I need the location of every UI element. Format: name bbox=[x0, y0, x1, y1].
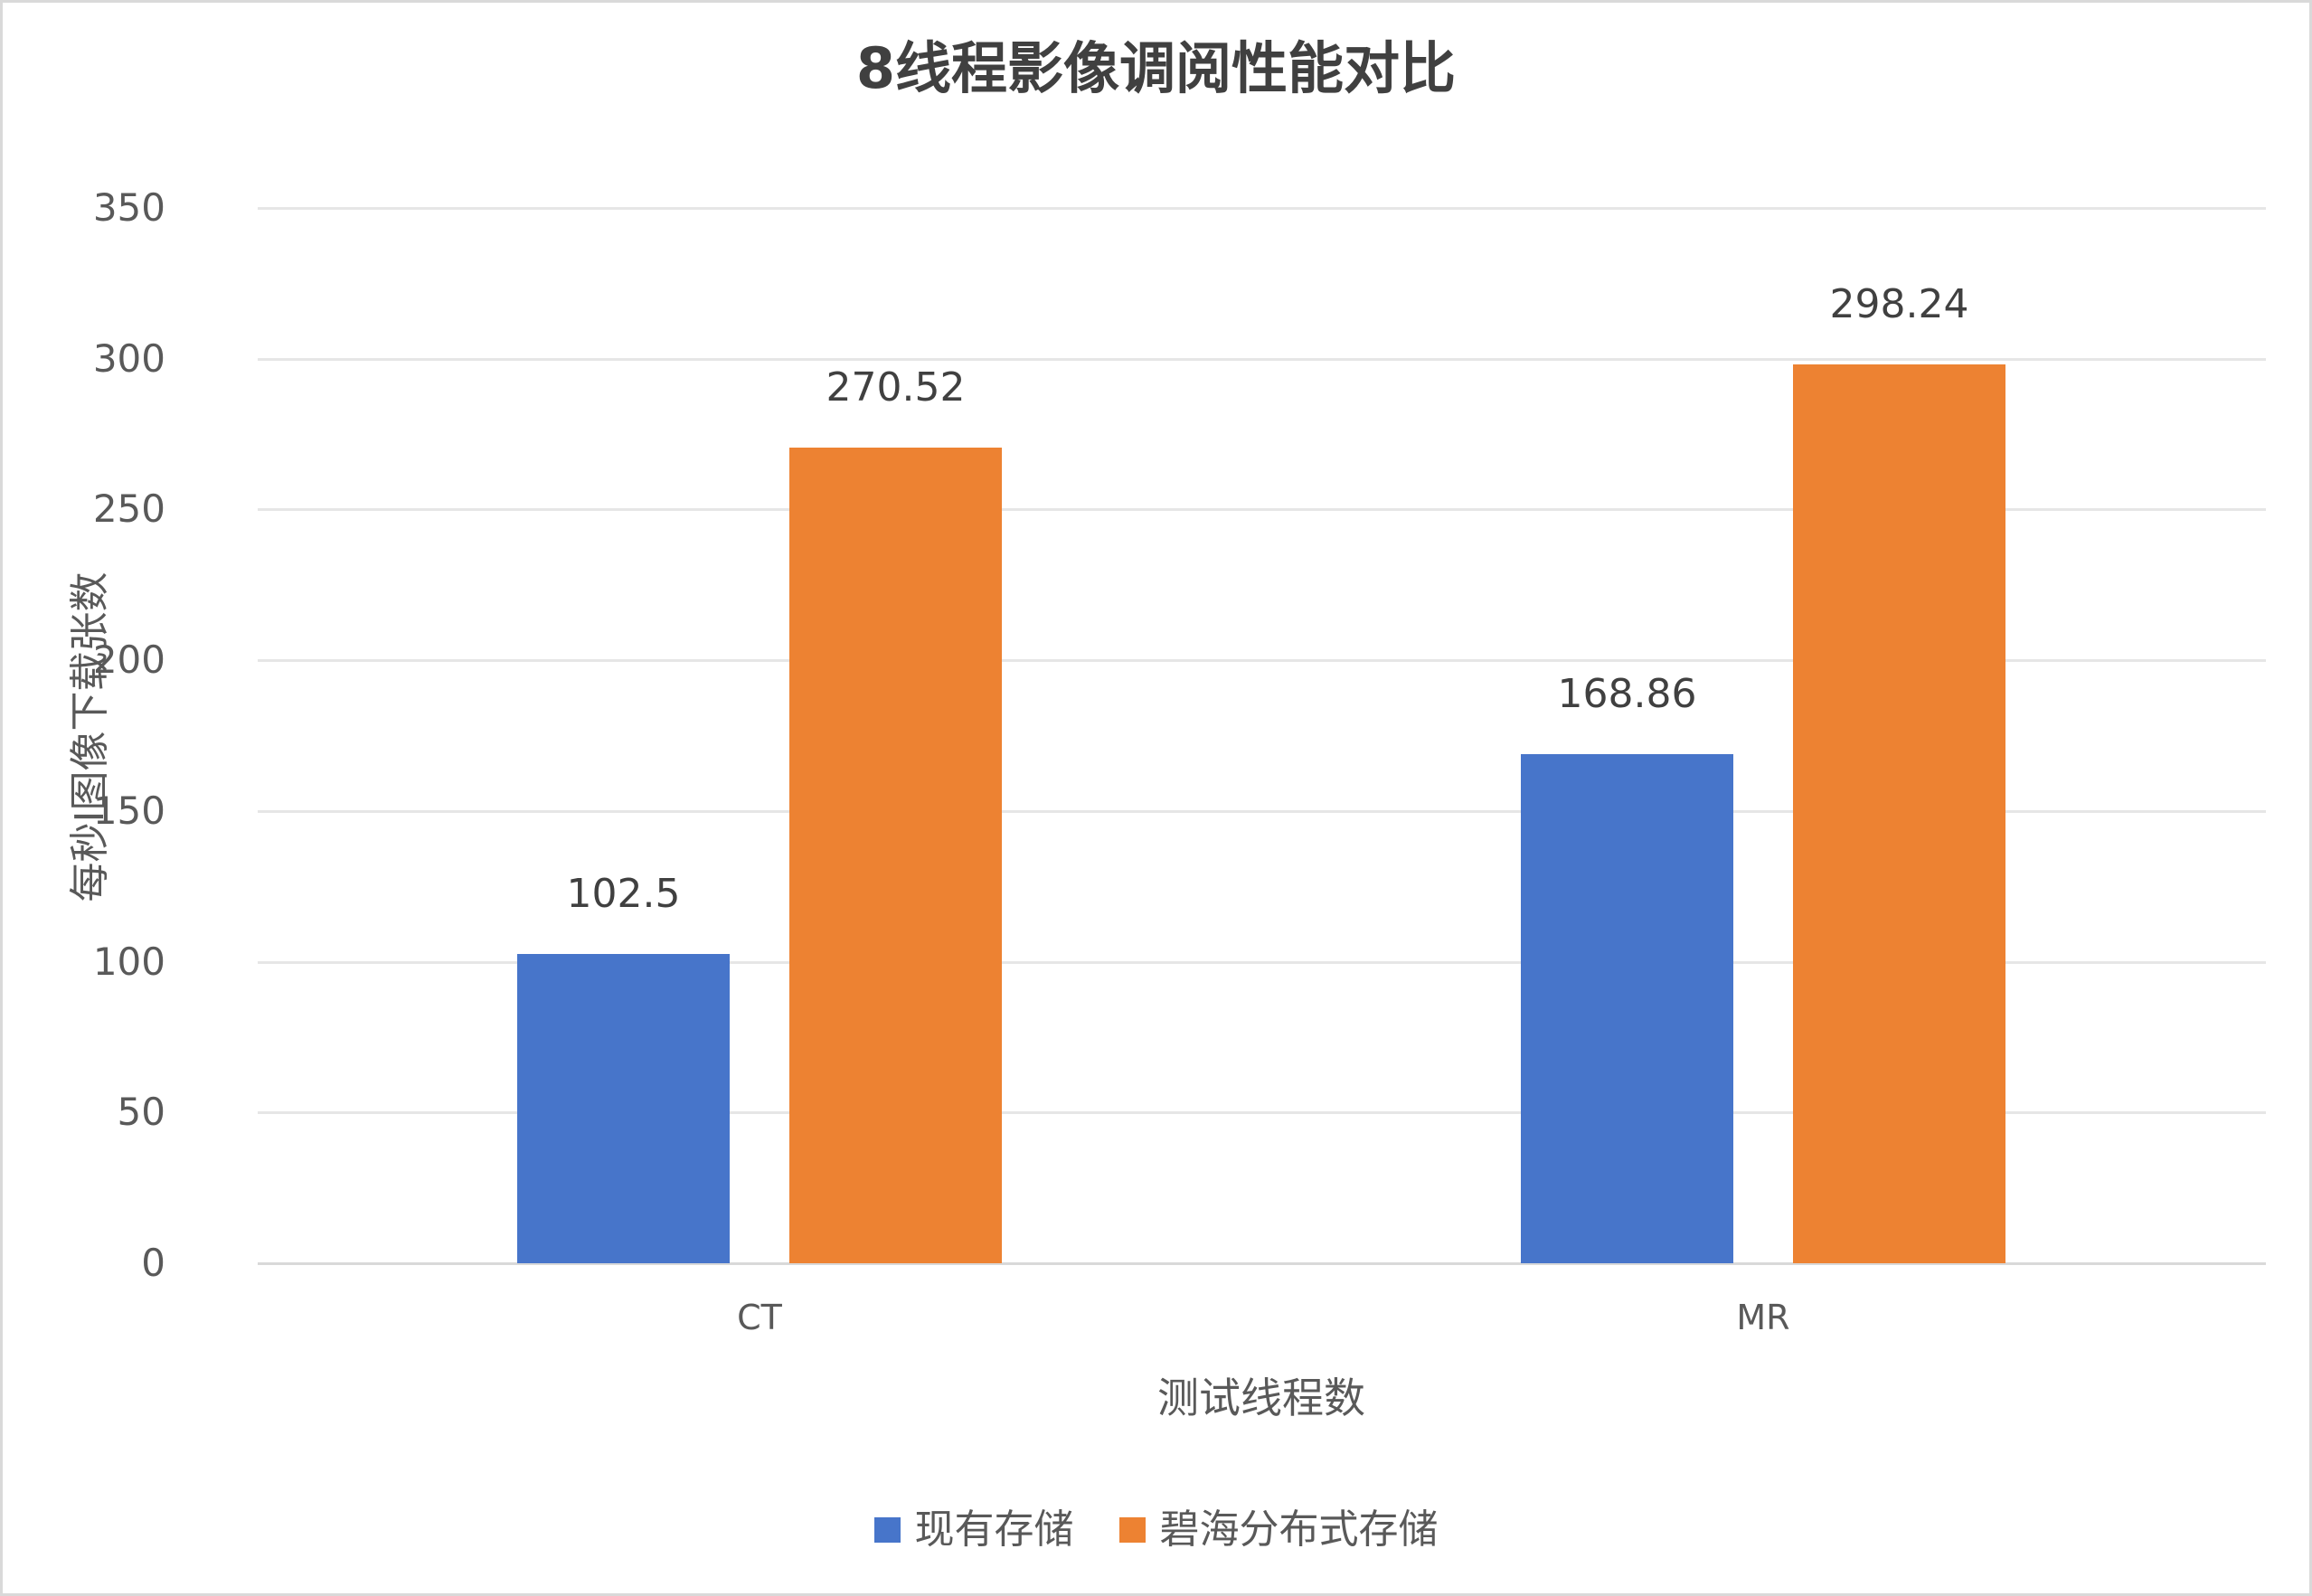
bar-mr-series-0[interactable] bbox=[1521, 753, 1733, 1263]
gridline bbox=[258, 960, 2266, 964]
chart-title: 8线程影像调阅性能对比 bbox=[855, 35, 1457, 101]
bar-ct-series-0[interactable] bbox=[517, 954, 730, 1263]
data-label: 270.52 bbox=[826, 364, 966, 411]
x-tick-label-mr: MR bbox=[1736, 1298, 1790, 1337]
legend-item[interactable]: 现有存储 bbox=[873, 1505, 1074, 1555]
legend-swatch-icon bbox=[1118, 1517, 1146, 1543]
x-axis-title: 测试线程数 bbox=[1157, 1374, 1365, 1422]
legend: 现有存储 碧海分布式存储 bbox=[0, 1505, 2312, 1555]
y-tick-label: 200 bbox=[92, 637, 165, 683]
bar-mr-series-1[interactable] bbox=[1793, 364, 2005, 1263]
y-tick-label: 350 bbox=[92, 185, 165, 230]
gridline bbox=[258, 809, 2266, 813]
y-tick-label: 300 bbox=[92, 335, 165, 381]
gridline bbox=[258, 508, 2266, 512]
data-label: 102.5 bbox=[566, 871, 681, 918]
legend-item[interactable]: 碧海分布式存储 bbox=[1118, 1505, 1439, 1555]
y-tick-label: 100 bbox=[92, 939, 165, 984]
gridline bbox=[258, 357, 2266, 361]
y-tick-label: 50 bbox=[117, 1090, 165, 1135]
gridline bbox=[258, 207, 2266, 210]
x-axis-line bbox=[258, 1262, 2266, 1265]
data-label: 298.24 bbox=[1829, 280, 1969, 327]
y-tick-label: 250 bbox=[92, 486, 165, 532]
data-label: 168.86 bbox=[1557, 670, 1697, 717]
bar-ct-series-1[interactable] bbox=[789, 448, 1002, 1263]
y-axis-title: 每秒I图像下载张数 bbox=[67, 571, 113, 902]
y-tick-label: 0 bbox=[141, 1241, 165, 1285]
gridline bbox=[258, 1111, 2266, 1115]
y-tick-label: 150 bbox=[92, 788, 165, 833]
legend-label: 现有存储 bbox=[914, 1506, 1074, 1553]
x-tick-label-ct: CT bbox=[737, 1298, 782, 1337]
legend-swatch-icon bbox=[873, 1517, 901, 1543]
plot-area: 0 50 100 150 200 250 300 350 102.5 270.52 168.86 29… bbox=[93, 185, 2266, 1285]
legend-label: 碧海分布式存储 bbox=[1159, 1506, 1439, 1553]
gridline bbox=[258, 659, 2266, 663]
